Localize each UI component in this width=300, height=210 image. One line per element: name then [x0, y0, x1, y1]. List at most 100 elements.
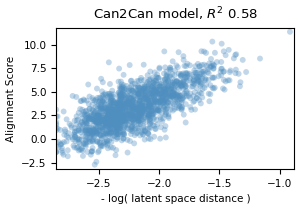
Point: [94, 133, 99, 136]
Point: [136, 115, 141, 118]
Point: [172, 79, 177, 83]
Point: [200, 63, 204, 67]
Point: [100, 127, 105, 131]
Point: [129, 132, 134, 136]
Point: [123, 108, 128, 111]
Point: [112, 122, 117, 126]
Point: [119, 105, 124, 108]
Point: [130, 113, 134, 116]
Point: [143, 89, 148, 93]
Point: [84, 99, 89, 102]
Point: [170, 83, 175, 86]
Point: [106, 112, 110, 115]
Point: [161, 83, 166, 87]
Point: [176, 81, 181, 84]
Point: [181, 58, 186, 62]
Point: [136, 118, 140, 122]
Point: [113, 114, 118, 117]
Point: [114, 129, 119, 132]
Point: [151, 81, 156, 84]
Point: [84, 141, 89, 144]
Point: [81, 110, 86, 114]
Point: [96, 102, 101, 106]
Point: [157, 85, 162, 88]
Point: [80, 149, 85, 152]
Point: [128, 113, 133, 117]
Point: [208, 66, 213, 69]
Point: [155, 100, 160, 104]
Point: [112, 122, 116, 126]
Point: [73, 139, 78, 143]
Point: [69, 124, 74, 127]
Point: [150, 76, 155, 79]
Point: [112, 100, 117, 104]
Point: [136, 118, 140, 122]
Point: [112, 130, 116, 133]
Point: [129, 126, 134, 129]
Point: [164, 80, 169, 84]
Point: [73, 133, 78, 137]
Point: [154, 127, 158, 131]
Point: [97, 114, 102, 117]
Point: [86, 118, 91, 121]
Point: [172, 83, 177, 86]
Point: [197, 91, 202, 94]
Point: [133, 105, 137, 108]
Point: [143, 86, 148, 89]
Point: [87, 107, 92, 110]
Point: [142, 88, 147, 91]
Point: [142, 104, 147, 108]
Point: [99, 136, 104, 140]
Point: [138, 88, 143, 91]
Point: [111, 131, 116, 134]
Point: [101, 93, 106, 96]
Point: [146, 83, 151, 86]
Point: [81, 141, 86, 145]
Point: [119, 83, 124, 86]
Point: [84, 122, 88, 125]
Point: [89, 133, 94, 136]
Point: [159, 92, 164, 96]
Point: [145, 74, 150, 77]
Point: [131, 94, 136, 98]
Point: [90, 113, 95, 117]
Point: [86, 121, 91, 125]
Point: [107, 111, 112, 114]
Point: [146, 132, 150, 135]
Point: [137, 101, 142, 104]
Point: [118, 94, 122, 97]
Point: [119, 101, 124, 104]
Point: [96, 132, 101, 135]
Point: [87, 107, 92, 110]
Point: [116, 102, 121, 106]
Point: [141, 107, 146, 110]
Point: [175, 93, 179, 96]
Point: [194, 71, 198, 75]
Point: [200, 82, 204, 85]
Point: [122, 103, 127, 106]
Point: [131, 121, 136, 125]
Point: [155, 73, 160, 76]
Point: [73, 130, 77, 134]
Point: [117, 94, 122, 98]
Point: [140, 87, 145, 90]
Point: [122, 111, 127, 115]
Point: [176, 95, 181, 98]
Point: [97, 129, 101, 132]
Point: [109, 94, 113, 98]
Point: [77, 148, 82, 151]
Point: [117, 113, 122, 116]
Point: [197, 75, 202, 79]
Point: [200, 70, 204, 74]
Point: [86, 140, 91, 143]
Point: [121, 93, 126, 97]
Point: [143, 120, 148, 124]
Point: [223, 54, 228, 57]
Point: [136, 113, 140, 117]
Point: [116, 99, 121, 102]
Point: [153, 92, 158, 96]
Point: [111, 102, 116, 105]
Point: [118, 99, 123, 103]
Point: [131, 104, 136, 108]
Point: [148, 109, 153, 112]
